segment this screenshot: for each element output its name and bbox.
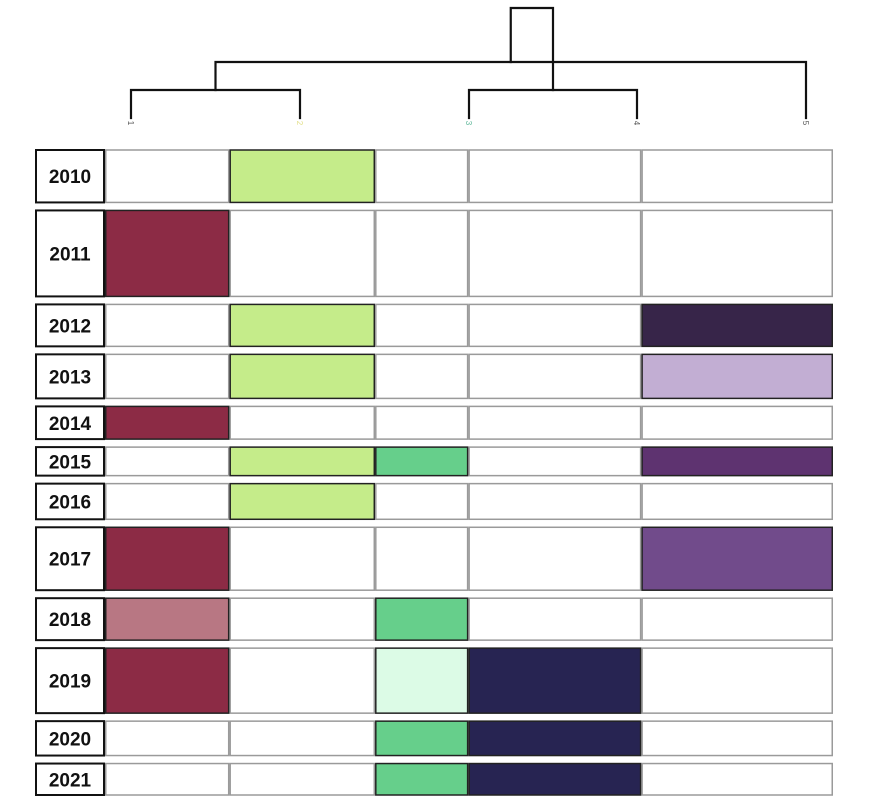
row-label-box-2010 bbox=[35, 149, 105, 204]
heatmap-cell-2018-col3 bbox=[375, 597, 469, 641]
dendrogram-link-4 bbox=[509, 6, 555, 92]
heatmap-cell-2012-col2 bbox=[229, 303, 376, 348]
heatmap-cell-2012-col1 bbox=[105, 303, 230, 348]
row-label-box-2014 bbox=[35, 405, 105, 441]
heatmap-cell-2010-col3 bbox=[375, 149, 469, 204]
heatmap-cell-2013-col5 bbox=[641, 353, 833, 400]
row-label-box-2011 bbox=[35, 209, 105, 298]
row-label-2019: 2019 bbox=[49, 672, 91, 693]
heatmap-cell-2021-col4 bbox=[468, 762, 642, 796]
row-label-box-2015 bbox=[35, 446, 105, 477]
heatmap-cell-2011-col4 bbox=[468, 209, 642, 298]
row-label-2021: 2021 bbox=[49, 770, 92, 791]
heatmap-cell-2021-col3 bbox=[375, 762, 469, 796]
heatmap-cell-2019-col4 bbox=[468, 647, 642, 714]
heatmap-cell-2021-col2 bbox=[229, 762, 376, 796]
row-label-2012: 2012 bbox=[49, 316, 91, 337]
heatmap-cell-2018-col1 bbox=[105, 597, 230, 641]
column-label-4: 4 bbox=[632, 121, 641, 126]
heatmap-cell-2010-col2 bbox=[229, 149, 376, 204]
row-label-2014: 2014 bbox=[49, 414, 92, 435]
heatmap-cell-2016-col1 bbox=[105, 482, 230, 521]
heatmap-cell-2015-col1 bbox=[105, 446, 230, 477]
dendrogram-link-2 bbox=[467, 88, 639, 120]
heatmap-cell-2017-col1 bbox=[105, 526, 230, 591]
row-label-box-2020 bbox=[35, 720, 105, 757]
heatmap-cell-2018-col5 bbox=[641, 597, 833, 641]
heatmap-cell-2020-col1 bbox=[105, 720, 230, 757]
row-label-2015: 2015 bbox=[49, 452, 92, 473]
row-label-2013: 2013 bbox=[49, 367, 91, 388]
row-label-2020: 2020 bbox=[49, 729, 91, 750]
heatmap-cell-2011-col5 bbox=[641, 209, 833, 298]
row-label-box-2017 bbox=[35, 526, 105, 592]
row-labels: 2010 2011 2012 2013 2014 2015 2016 2017 2018 2019… bbox=[35, 149, 105, 796]
heatmap-cell-2021-col5 bbox=[641, 762, 833, 796]
heatmap-cell-2020-col4 bbox=[468, 720, 642, 757]
row-label-2018: 2018 bbox=[49, 610, 91, 631]
heatmap-cell-2015-col2 bbox=[229, 446, 376, 477]
heatmap-cell-2013-col4 bbox=[468, 353, 642, 400]
heatmap-cell-2017-col3 bbox=[375, 526, 469, 591]
heatmap-cell-2010-col5 bbox=[641, 149, 833, 204]
column-label-5: 5 bbox=[801, 121, 810, 126]
heatmap-cell-2021-col1 bbox=[105, 762, 230, 796]
heatmap-cell-2013-col2 bbox=[229, 353, 376, 400]
heatmap-cell-2012-col5 bbox=[641, 303, 833, 348]
row-label-box-2012 bbox=[35, 303, 105, 348]
column-label-3: 3 bbox=[464, 121, 473, 126]
heatmap-cell-2015-col5 bbox=[641, 446, 833, 477]
heatmap-cell-2016-col3 bbox=[375, 482, 469, 521]
heatmap-cell-2017-col2 bbox=[229, 526, 376, 591]
row-label-2010: 2010 bbox=[49, 167, 91, 188]
heatmap-cell-2013-col3 bbox=[375, 353, 469, 400]
heatmap-cell-2014-col2 bbox=[229, 405, 376, 440]
heatmap-cell-2020-col3 bbox=[375, 720, 469, 757]
row-label-box-2019 bbox=[35, 647, 105, 715]
row-label-2017: 2017 bbox=[49, 550, 91, 571]
heatmap-cell-2017-col4 bbox=[468, 526, 642, 591]
heatmap-cell-2016-col4 bbox=[468, 482, 642, 521]
heatmap-cell-2018-col2 bbox=[229, 597, 376, 641]
row-label-box-2021 bbox=[35, 762, 105, 796]
heatmap-cell-2019-col5 bbox=[641, 647, 833, 714]
heatmap-cell-2019-col3 bbox=[375, 647, 469, 714]
heatmap-cell-2010-col4 bbox=[468, 149, 642, 204]
heatmap-cell-2013-col1 bbox=[105, 353, 230, 400]
column-labels: 1 2 3 4 5 bbox=[126, 121, 810, 126]
heatmap-cell-2012-col3 bbox=[375, 303, 469, 348]
column-label-1: 1 bbox=[126, 121, 135, 126]
heatmap-cell-2020-col2 bbox=[229, 720, 376, 757]
heatmap-cell-2017-col5 bbox=[641, 526, 833, 591]
column-label-2: 2 bbox=[295, 121, 304, 126]
heatmap-cell-2011-col2 bbox=[229, 209, 376, 298]
heatmap-cell-2011-col1 bbox=[105, 209, 230, 298]
heatmap-cell-2019-col2 bbox=[229, 647, 376, 714]
heatmap-cell-2016-col5 bbox=[641, 482, 833, 521]
heatmap-cell-2015-col3 bbox=[375, 446, 469, 477]
heatmap-cell-2015-col4 bbox=[468, 446, 642, 477]
heatmap-cell-2016-col2 bbox=[229, 482, 376, 521]
dendrogram-link-1 bbox=[129, 88, 302, 120]
heatmap-cell-2014-col3 bbox=[375, 405, 469, 440]
row-label-box-2016 bbox=[35, 482, 105, 521]
column-dendrogram bbox=[129, 6, 808, 120]
heatmap-cell-2019-col1 bbox=[105, 647, 230, 714]
heatmap-cell-2014-col4 bbox=[468, 405, 642, 440]
heatmap-cell-2018-col4 bbox=[468, 597, 642, 641]
row-label-2011: 2011 bbox=[49, 244, 91, 265]
row-label-2016: 2016 bbox=[49, 492, 91, 513]
row-label-box-2013 bbox=[35, 353, 105, 400]
heatmap-cell-2020-col5 bbox=[641, 720, 833, 757]
heatmap-cell-2011-col3 bbox=[375, 209, 469, 298]
heatmap-cell-2012-col4 bbox=[468, 303, 642, 348]
heatmap-cell-2014-col5 bbox=[641, 405, 833, 440]
heatmap-cell-2010-col1 bbox=[105, 149, 230, 204]
heatmap-cell-2014-col1 bbox=[105, 405, 230, 440]
row-label-box-2018 bbox=[35, 597, 105, 642]
heatmap-cells bbox=[105, 149, 833, 796]
